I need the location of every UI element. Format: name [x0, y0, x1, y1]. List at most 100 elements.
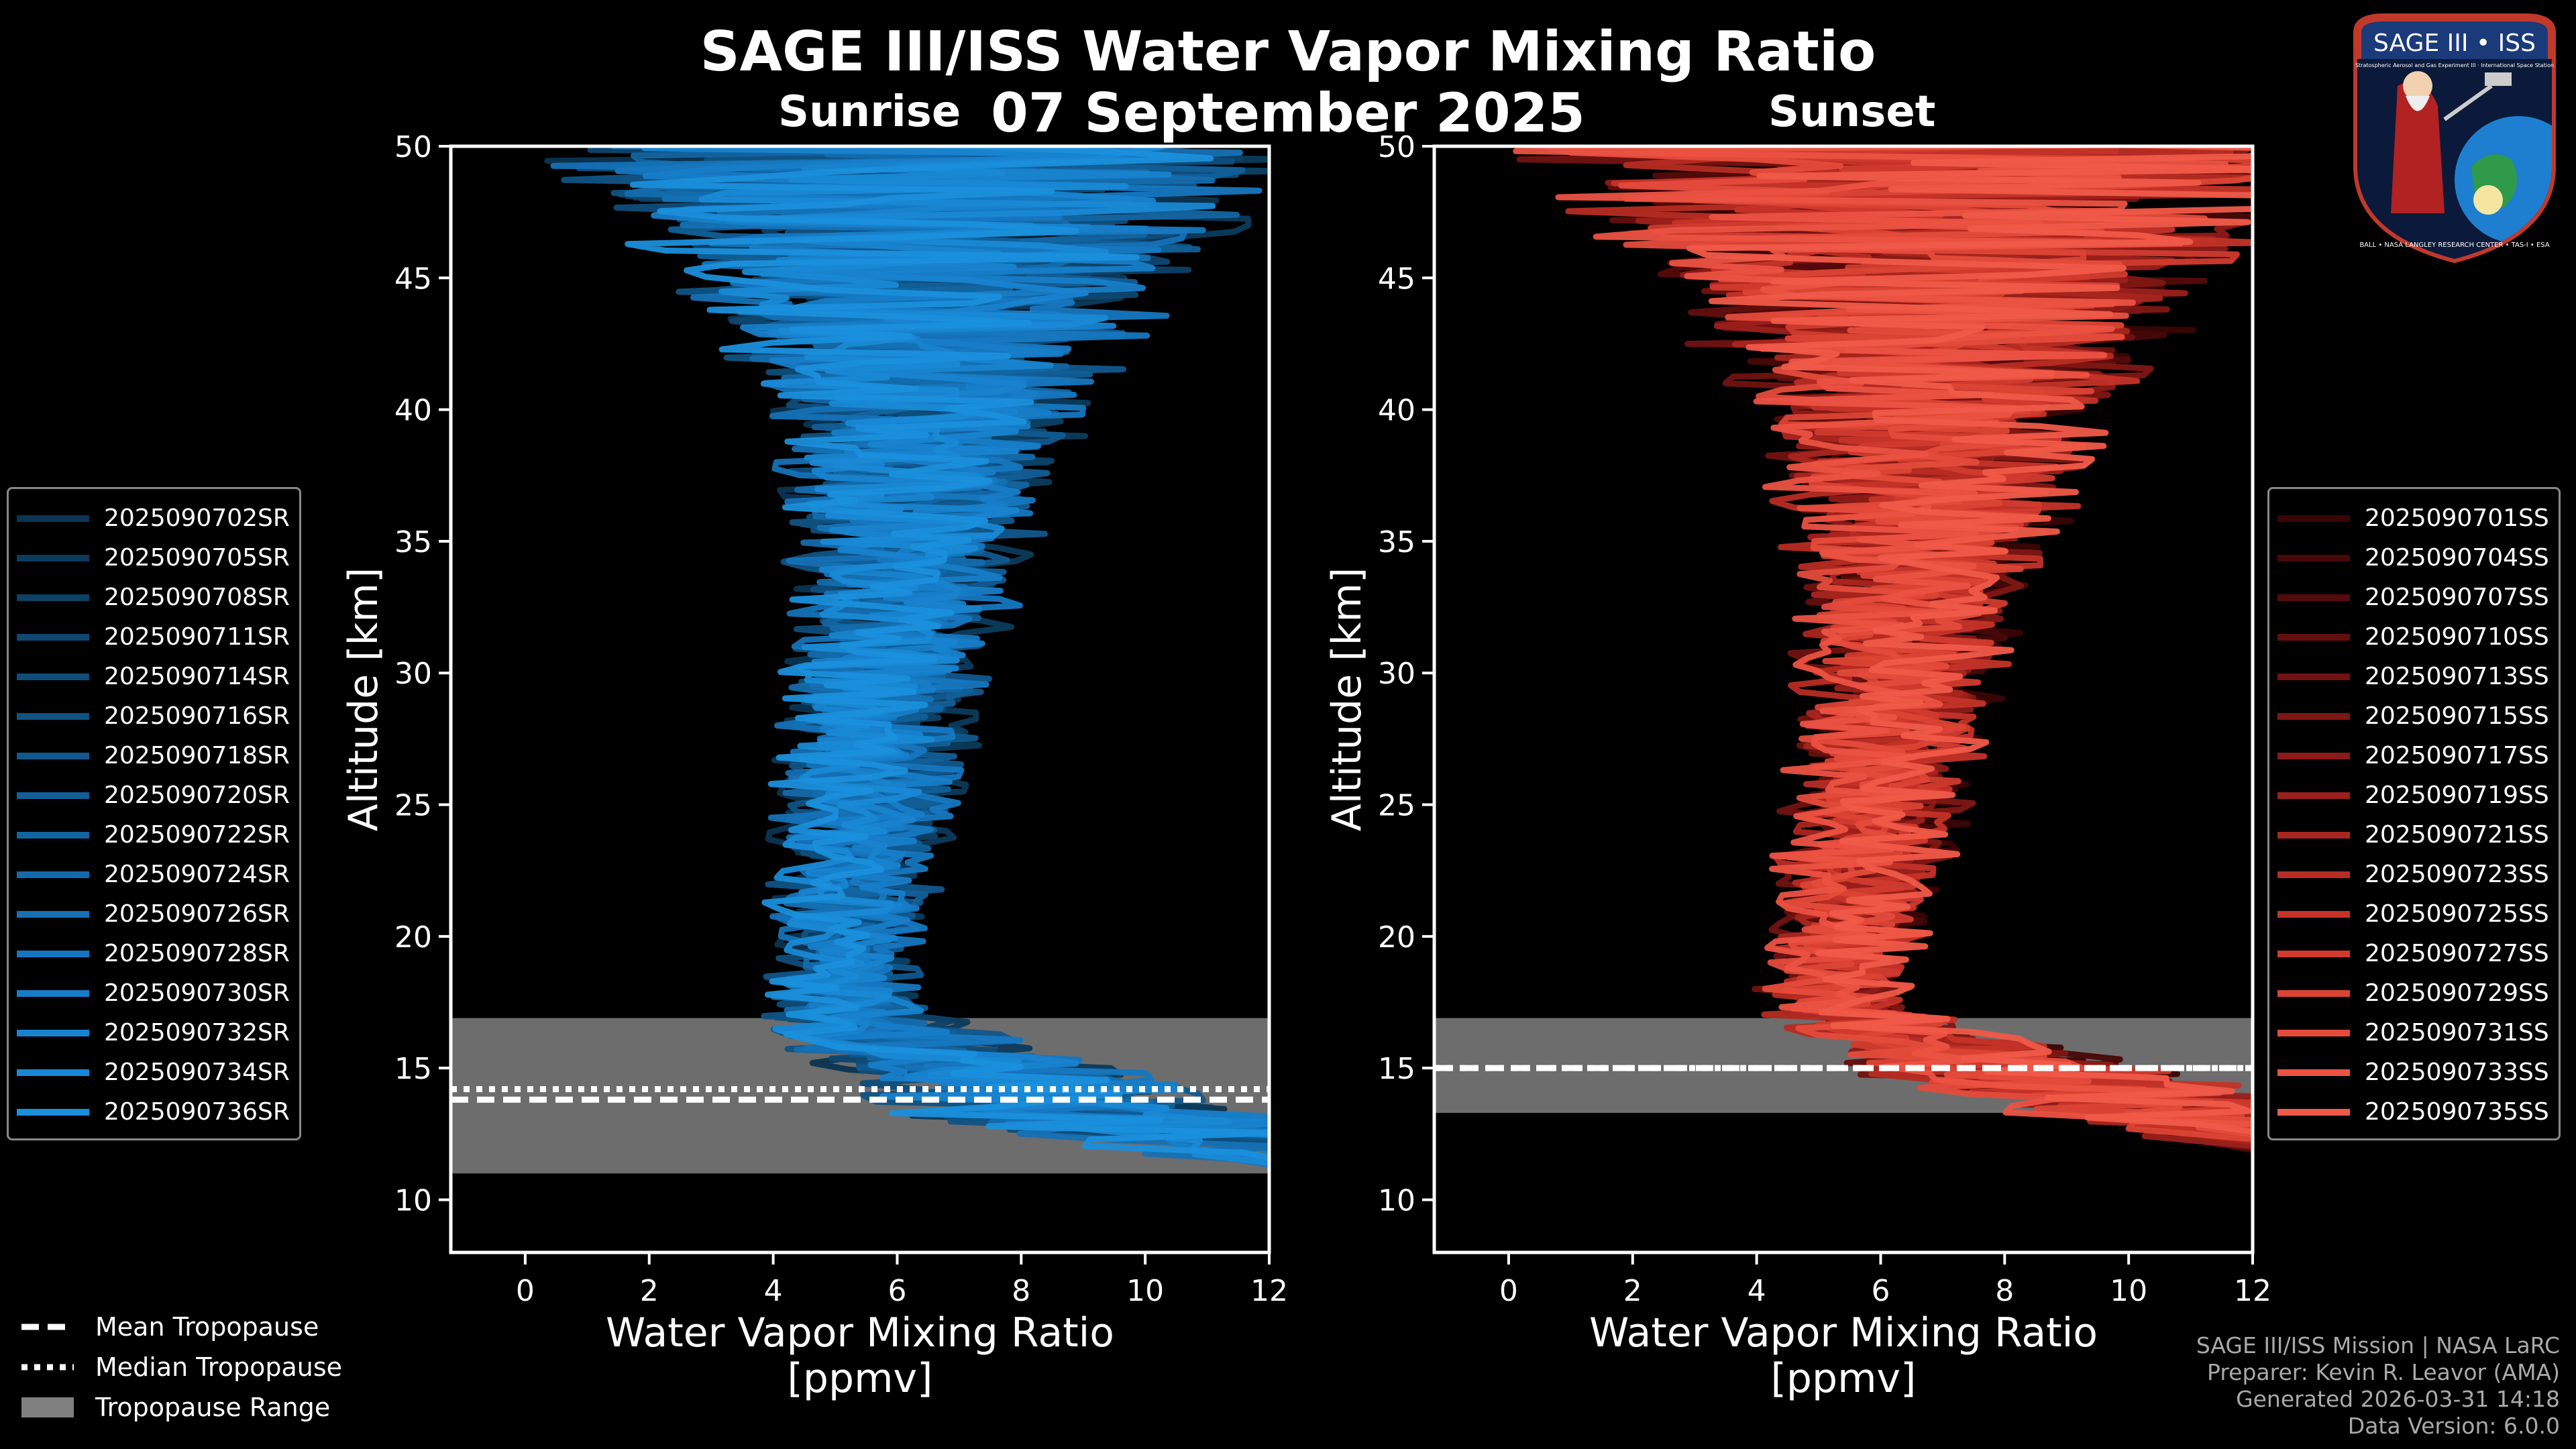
sunset-xaxis-label-line2: [ppmv]: [1771, 1355, 1917, 1402]
sunset-legend-swatch: [2277, 1029, 2350, 1036]
legend-mean-tropopause: Mean Tropopause: [20, 1307, 342, 1347]
tropopause-legend: Mean Tropopause Median Tropopause Tropop…: [20, 1307, 342, 1428]
sunrise-ytick-label-40: 40: [394, 394, 432, 428]
sunrise-legend-item: 2025090728SR: [17, 934, 290, 973]
sunrise-legend-swatch: [17, 989, 89, 997]
sunset-legend-item: 2025090731SS: [2277, 1013, 2549, 1053]
sunset-legend-swatch: [2277, 831, 2350, 839]
sunset-legend-label: 2025090721SS: [2365, 821, 2549, 849]
sunset-legend-swatch: [2277, 1108, 2350, 1116]
legend-range-label: Tropopause Range: [95, 1393, 331, 1422]
sunrise-xtick-label-10: 10: [1126, 1274, 1164, 1308]
sunset-xtick-label-12: 12: [2234, 1274, 2271, 1308]
sunrise-ytick-label-50: 50: [394, 130, 432, 164]
sunset-legend-item: 2025090727SS: [2277, 934, 2549, 973]
sunset-legend-label: 2025090729SS: [2365, 979, 2549, 1007]
sunset-legend-item: 2025090723SS: [2277, 855, 2549, 894]
sunrise-legend-label: 2025090714SR: [104, 663, 290, 690]
sunset-legend-label: 2025090731SS: [2365, 1019, 2549, 1046]
sunrise-panel-title: Sunrise: [778, 87, 961, 137]
sunset-legend-label: 2025090707SS: [2365, 584, 2549, 611]
logo-sub-text: Stratospheric Aerosol and Gas Experiment…: [2355, 62, 2554, 68]
sunrise-xtick-label-12: 12: [1250, 1274, 1288, 1308]
sunrise-series-line-15: [625, 146, 1269, 1161]
sunset-ytick-label-15: 15: [1378, 1052, 1415, 1086]
sunrise-legend-item: 2025090702SR: [17, 498, 290, 538]
sunrise-legend-label: 2025090734SR: [104, 1059, 290, 1086]
sunset-legend-swatch: [2277, 989, 2350, 997]
sunrise-legend-label: 2025090722SR: [104, 821, 290, 849]
sunrise-legend-label: 2025090724SR: [104, 861, 290, 888]
sunrise-legend-item: 2025090732SR: [17, 1013, 290, 1053]
sunrise-legend-swatch: [17, 752, 89, 759]
sunrise-legend-item: 2025090730SR: [17, 973, 290, 1013]
sunset-legend-label: 2025090735SS: [2365, 1098, 2549, 1126]
sunset-legend-label: 2025090723SS: [2365, 861, 2549, 888]
sunset-xtick-label-8: 8: [1995, 1274, 2014, 1308]
sunset-legend-label: 2025090719SS: [2365, 782, 2549, 809]
sunset-xtick-label-10: 10: [2110, 1274, 2147, 1308]
sunrise-legend-swatch: [17, 831, 89, 839]
logo-ring-text: BALL • NASA LANGLEY RESEARCH CENTER • TA…: [2359, 241, 2550, 249]
sunset-legend-item: 2025090719SS: [2277, 775, 2549, 815]
sunset-yaxis-label: Altitude [km]: [1324, 568, 1371, 832]
sunrise-legend-label: 2025090702SR: [104, 504, 290, 532]
sunset-legend: 2025090701SS 2025090704SS 2025090707SS 2025…: [2267, 487, 2561, 1140]
sunrise-xtick-label-4: 4: [764, 1274, 783, 1308]
sunset-legend-swatch: [2277, 1069, 2350, 1076]
sunset-legend-label: 2025090701SS: [2365, 504, 2549, 532]
sunrise-legend-item: 2025090722SR: [17, 815, 290, 855]
sunset-legend-swatch: [2277, 633, 2350, 641]
sunset-plot-frame: [1432, 144, 2255, 1254]
sunrise-xtick-label-8: 8: [1012, 1274, 1030, 1308]
sunrise-legend-swatch: [17, 1029, 89, 1036]
sunset-legend-label: 2025090717SS: [2365, 742, 2549, 769]
sunset-xtick-label-0: 0: [1499, 1274, 1518, 1308]
sunset-legend-swatch: [2277, 752, 2350, 759]
sunset-legend-item: 2025090704SS: [2277, 538, 2549, 578]
sunrise-ytick-label-25: 25: [394, 789, 432, 823]
chart-title: SAGE III/ISS Water Vapor Mixing Ratio: [700, 20, 1876, 84]
sunset-legend-label: 2025090704SS: [2365, 544, 2549, 572]
sunrise-legend-label: 2025090728SR: [104, 940, 290, 967]
footer-mission: SAGE III/ISS Mission | NASA LaRC: [2196, 1332, 2560, 1358]
sunset-legend-swatch: [2277, 792, 2350, 799]
sunrise-legend-label: 2025090708SR: [104, 584, 290, 611]
sunrise-legend-swatch: [17, 712, 89, 720]
sunrise-ytick-label-10: 10: [394, 1183, 432, 1218]
sunset-legend-item: 2025090707SS: [2277, 578, 2549, 617]
sunset-ytick-label-50: 50: [1378, 130, 1415, 164]
sunset-ytick-label-25: 25: [1378, 789, 1415, 823]
sunset-legend-item: 2025090735SS: [2277, 1092, 2549, 1132]
footer-generated: Generated 2026-03-31 14:18: [2236, 1386, 2560, 1412]
sunrise-legend-item: 2025090734SR: [17, 1053, 290, 1092]
sunset-legend-swatch: [2277, 950, 2350, 957]
sunset-ytick-label-20: 20: [1378, 920, 1415, 955]
sunset-ytick-label-45: 45: [1378, 262, 1415, 296]
sunset-legend-label: 2025090713SS: [2365, 663, 2549, 690]
sunrise-legend-item: 2025090708SR: [17, 578, 290, 617]
footer-credits: SAGE III/ISS Mission | NASA LaRC Prepare…: [2196, 1332, 2560, 1440]
sunrise-legend-swatch: [17, 792, 89, 799]
sunrise-legend-item: 2025090720SR: [17, 775, 290, 815]
sunset-legend-item: 2025090717SS: [2277, 736, 2549, 775]
sunset-xtick-label-4: 4: [1748, 1274, 1766, 1308]
sunset-series-line-15: [1686, 146, 2253, 1135]
sunset-legend-item: 2025090710SS: [2277, 617, 2549, 657]
sunrise-legend-item: 2025090726SR: [17, 894, 290, 934]
sunset-legend-item: 2025090721SS: [2277, 815, 2549, 855]
sunset-legend-label: 2025090715SS: [2365, 702, 2549, 730]
sunset-legend-swatch: [2277, 910, 2350, 918]
sunrise-legend-swatch: [17, 1108, 89, 1116]
sunrise-xaxis-label-line1: Water Vapor Mixing Ratio: [606, 1309, 1114, 1356]
sunset-xtick-label-6: 6: [1871, 1274, 1890, 1308]
sunrise-ytick-label-35: 35: [394, 525, 432, 559]
legend-mean-label: Mean Tropopause: [95, 1312, 319, 1342]
sunrise-legend-label: 2025090718SR: [104, 742, 290, 769]
sunrise-xtick-label-0: 0: [516, 1274, 535, 1308]
sunrise-legend-swatch: [17, 1069, 89, 1076]
sunrise-xaxis-label-line2: [ppmv]: [788, 1355, 933, 1402]
sunset-legend-item: 2025090729SS: [2277, 973, 2549, 1013]
sunset-legend-label: 2025090725SS: [2365, 900, 2549, 928]
